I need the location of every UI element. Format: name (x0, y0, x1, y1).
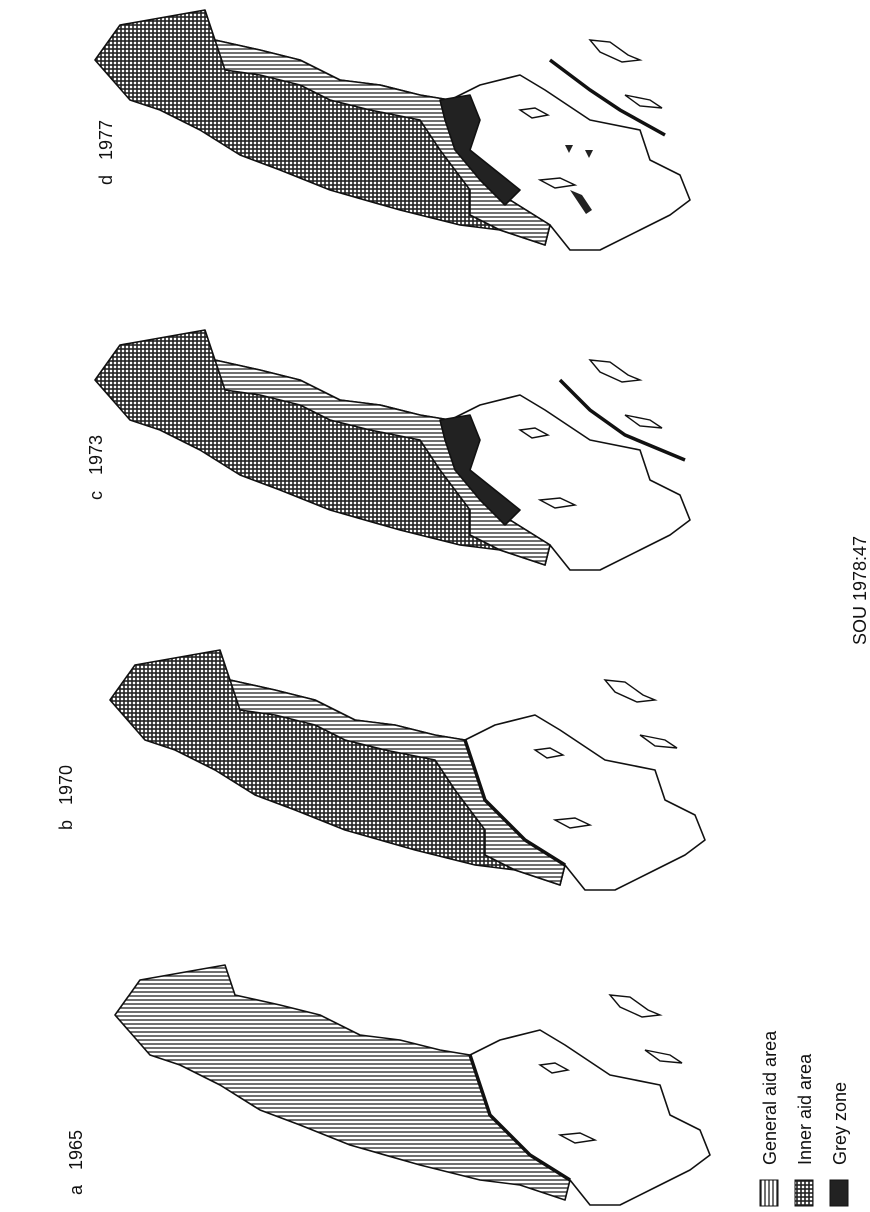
legend: General aid area Inner aid area Grey zon… (759, 1030, 850, 1207)
panel-year: 1977 (96, 120, 116, 160)
panel-year: 1973 (86, 435, 106, 475)
map-panel (94, 329, 691, 571)
panel-letter: a (66, 1184, 86, 1195)
legend-swatch (759, 1179, 779, 1207)
panel-year: 1965 (66, 1130, 86, 1170)
legend-label: General aid area (760, 1030, 780, 1165)
legend-swatch (794, 1179, 814, 1207)
panel-letter: c (86, 491, 106, 500)
legend-label: Inner aid area (795, 1053, 815, 1165)
panel-year: 1970 (56, 765, 76, 805)
panel-letter: d (96, 175, 116, 185)
source: SOU 1978:47 (850, 536, 870, 645)
map-panel (94, 9, 691, 251)
legend-label: Grey zone (830, 1082, 850, 1165)
legend-swatch (829, 1179, 849, 1207)
panel-letter: b (56, 820, 76, 830)
map-panel (109, 649, 706, 891)
map-panel (114, 964, 711, 1206)
